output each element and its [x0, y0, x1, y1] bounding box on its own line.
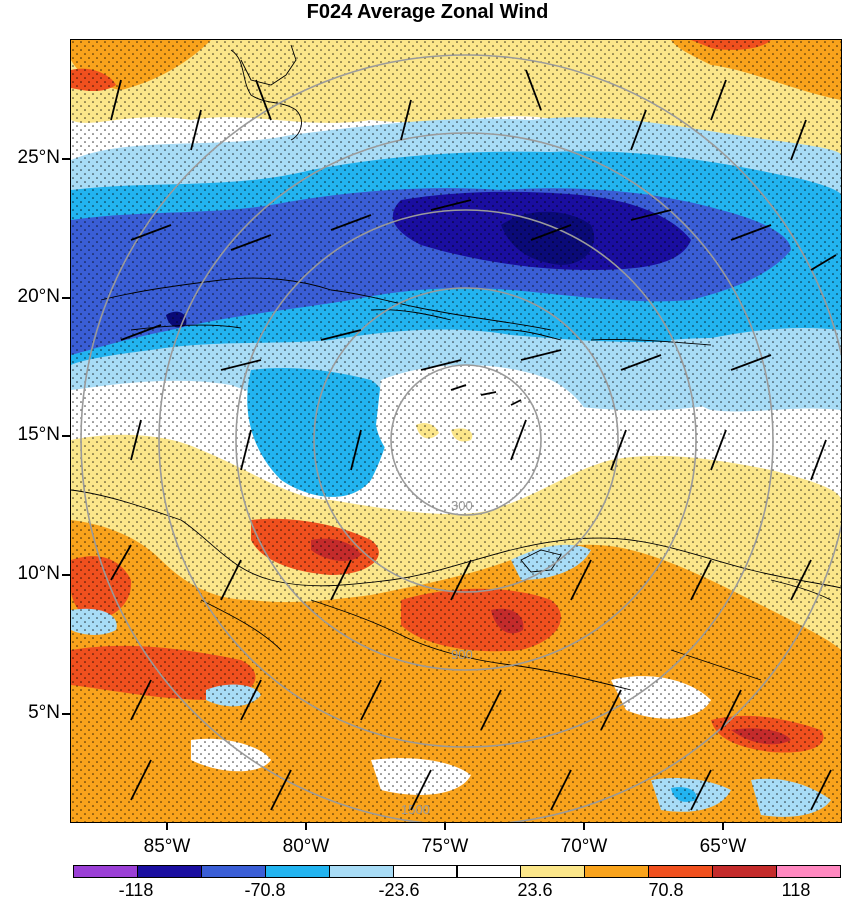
- lat-tick: [62, 158, 70, 160]
- map-title: F024 Average Zonal Wind: [306, 1, 549, 23]
- range-ring-1500: [80, 54, 841, 822]
- lat-tick: [62, 297, 70, 299]
- colorbar-label: 118: [781, 880, 811, 900]
- colorbar-swatch: [73, 865, 138, 878]
- wind-field-map: 300 900 1500: [71, 40, 841, 822]
- ring-label-900: 900: [451, 647, 473, 662]
- lat-label-25n: 25°N: [17, 147, 60, 168]
- colorbar-swatch: [648, 865, 714, 878]
- colorbar-swatch: [456, 865, 522, 878]
- ring-label-1500: 1500: [401, 802, 430, 817]
- lat-label-15n: 15°N: [17, 424, 60, 445]
- lon-label-65w: 65°W: [699, 836, 747, 857]
- lat-tick: [62, 435, 70, 437]
- lon-tick: [444, 822, 446, 830]
- range-ring-labels: 300 900 1500: [401, 498, 473, 817]
- range-rings: [80, 54, 841, 822]
- lon-label-80w: 80°W: [282, 836, 330, 857]
- lon-tick: [722, 822, 724, 830]
- colorbar-swatch: [328, 865, 394, 878]
- colorbar-swatch: [520, 865, 586, 878]
- lat-tick: [62, 574, 70, 576]
- colorbar-swatch: [584, 865, 650, 878]
- lat-label-5n: 5°N: [28, 702, 60, 723]
- colorbar-swatch: [392, 865, 458, 878]
- colorbar-label: 23.6: [517, 880, 553, 900]
- coastlines: [71, 44, 841, 691]
- lon-tick: [166, 822, 168, 830]
- map-panel: 300 900 1500: [71, 40, 841, 822]
- colorbar-swatch: [712, 865, 778, 878]
- wind-barbs: [110, 69, 837, 811]
- ring-label-300: 300: [451, 498, 473, 513]
- lat-label-20n: 20°N: [17, 286, 60, 307]
- colorbar-label: -23.6: [378, 880, 420, 900]
- lon-tick: [583, 822, 585, 830]
- colorbar-swatch: [264, 865, 330, 878]
- colorbar-swatch: [200, 865, 266, 878]
- range-ring-900: [235, 209, 697, 671]
- lon-tick: [305, 822, 307, 830]
- colorbar-label: -70.8: [244, 880, 286, 900]
- colorbar-swatch: [136, 865, 202, 878]
- range-ring-300: [390, 364, 542, 516]
- lat-tick: [62, 713, 70, 715]
- lat-label-10n: 10°N: [17, 563, 60, 584]
- colorbar-swatch: [776, 865, 841, 878]
- lon-label-85w: 85°W: [143, 836, 191, 857]
- colorbar-label: -118: [118, 880, 154, 900]
- lon-label-70w: 70°W: [560, 836, 608, 857]
- colorbar-label: 70.8: [648, 880, 684, 900]
- lon-label-75w: 75°W: [421, 836, 469, 857]
